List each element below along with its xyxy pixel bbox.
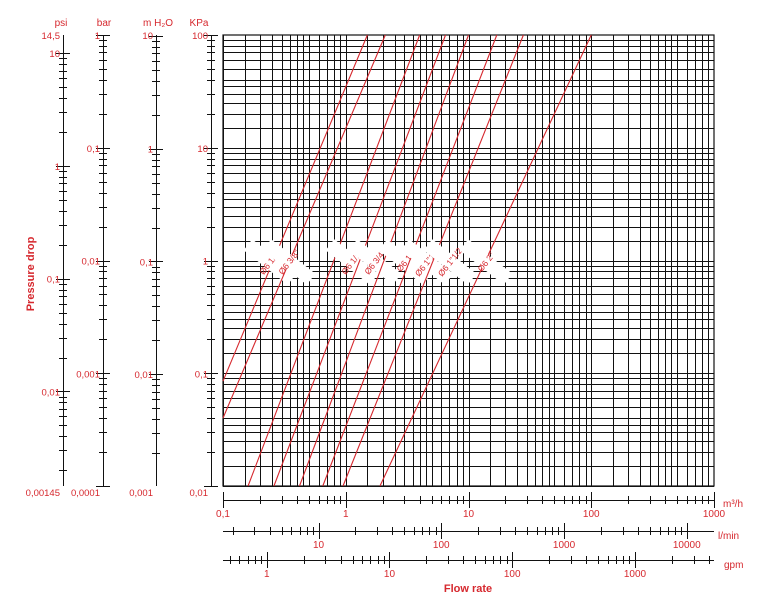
y-tick-label: 0,00145 xyxy=(26,488,60,499)
x-tick-label: 1000 xyxy=(553,540,576,551)
x-tick-label: 10 xyxy=(463,509,475,520)
x-tick-label: 100 xyxy=(583,509,600,520)
y-tick-label: 0,1 xyxy=(47,275,60,286)
series-label-bg xyxy=(423,239,477,285)
y-tick-label: 0,01 xyxy=(190,488,209,499)
series-label-bg xyxy=(459,239,513,285)
y-tick-label: 10 xyxy=(142,31,153,42)
series-label-bg xyxy=(400,239,454,285)
series-label-bg xyxy=(378,239,432,285)
series-label-bg xyxy=(262,239,316,285)
y-tick-label: 0,1 xyxy=(195,369,208,380)
y-axes: 14,5 10 1 0,1 0,01 0,00145 1 0,1 0,01 0,001 0,0001… xyxy=(26,31,218,499)
y-tick-label: 0,01 xyxy=(135,370,154,381)
y-unit-bar: bar xyxy=(97,18,112,29)
y-tick-label: 1 xyxy=(148,145,153,156)
y-tick-label: 10 xyxy=(197,144,208,155)
y-tick-label: 100 xyxy=(192,31,208,42)
x-tick-label: 10000 xyxy=(673,540,701,551)
series-line xyxy=(247,34,421,487)
series-label-bg xyxy=(348,239,402,285)
y-tick-label: 0,0001 xyxy=(71,488,100,499)
y-tick-label: 0,01 xyxy=(42,387,61,398)
series-line xyxy=(273,34,447,487)
y-tick-label: 0,01 xyxy=(82,257,101,268)
y-tick-label: 0,1 xyxy=(87,144,100,155)
x-axis-title: Flow rate xyxy=(444,583,492,595)
series-line xyxy=(298,34,470,487)
x-tick-label: 1 xyxy=(264,569,270,580)
x-tick-label: 10 xyxy=(384,569,396,580)
x-unit-lmin: l/min xyxy=(718,531,739,542)
y-tick-label: 10 xyxy=(49,49,60,60)
series-label-bg xyxy=(325,239,379,285)
x-tick-label: 100 xyxy=(504,569,521,580)
y-unit-psi: psi xyxy=(55,18,68,29)
x-unit-gpm: gpm xyxy=(724,560,743,571)
x-tick-label: 100 xyxy=(433,540,450,551)
y-tick-label: 0,001 xyxy=(76,369,100,380)
series-line xyxy=(342,34,524,487)
y-tick-label: 14,5 xyxy=(42,31,61,42)
x-tick-label: 1000 xyxy=(703,509,726,520)
y-unit-mh2o: m H₂O xyxy=(143,18,173,29)
y-tick-label: 1 xyxy=(203,257,208,268)
series-label-bg xyxy=(243,239,297,285)
y-tick-label: 1 xyxy=(95,31,100,42)
y-axis-title: Pressure drop xyxy=(25,236,37,311)
series-group: Ø6 1/4"Ø6 3/8" Ø6 1/2"Ø6 3/4" Ø6 1"Ø6 1"1/… xyxy=(222,34,592,487)
y-unit-kpa: KPa xyxy=(190,18,209,29)
y-tick-label: 0,001 xyxy=(129,488,153,499)
series-line xyxy=(322,34,498,487)
y-tick-label: 0,1 xyxy=(140,257,153,268)
x-tick-label: 0,1 xyxy=(216,509,230,520)
series-line xyxy=(222,34,368,382)
y-tick-label: 1 xyxy=(55,162,60,173)
x-tick-label: 1 xyxy=(343,509,349,520)
series-line xyxy=(222,34,386,419)
x-unit-m3h: m³/h xyxy=(723,499,743,510)
x-tick-label: 1000 xyxy=(624,569,647,580)
x-tick-label: 10 xyxy=(313,540,325,551)
x-axes: 0,1 1 10 100 1000 10 100 1000 10000 1 10 100 1000 xyxy=(216,492,726,580)
